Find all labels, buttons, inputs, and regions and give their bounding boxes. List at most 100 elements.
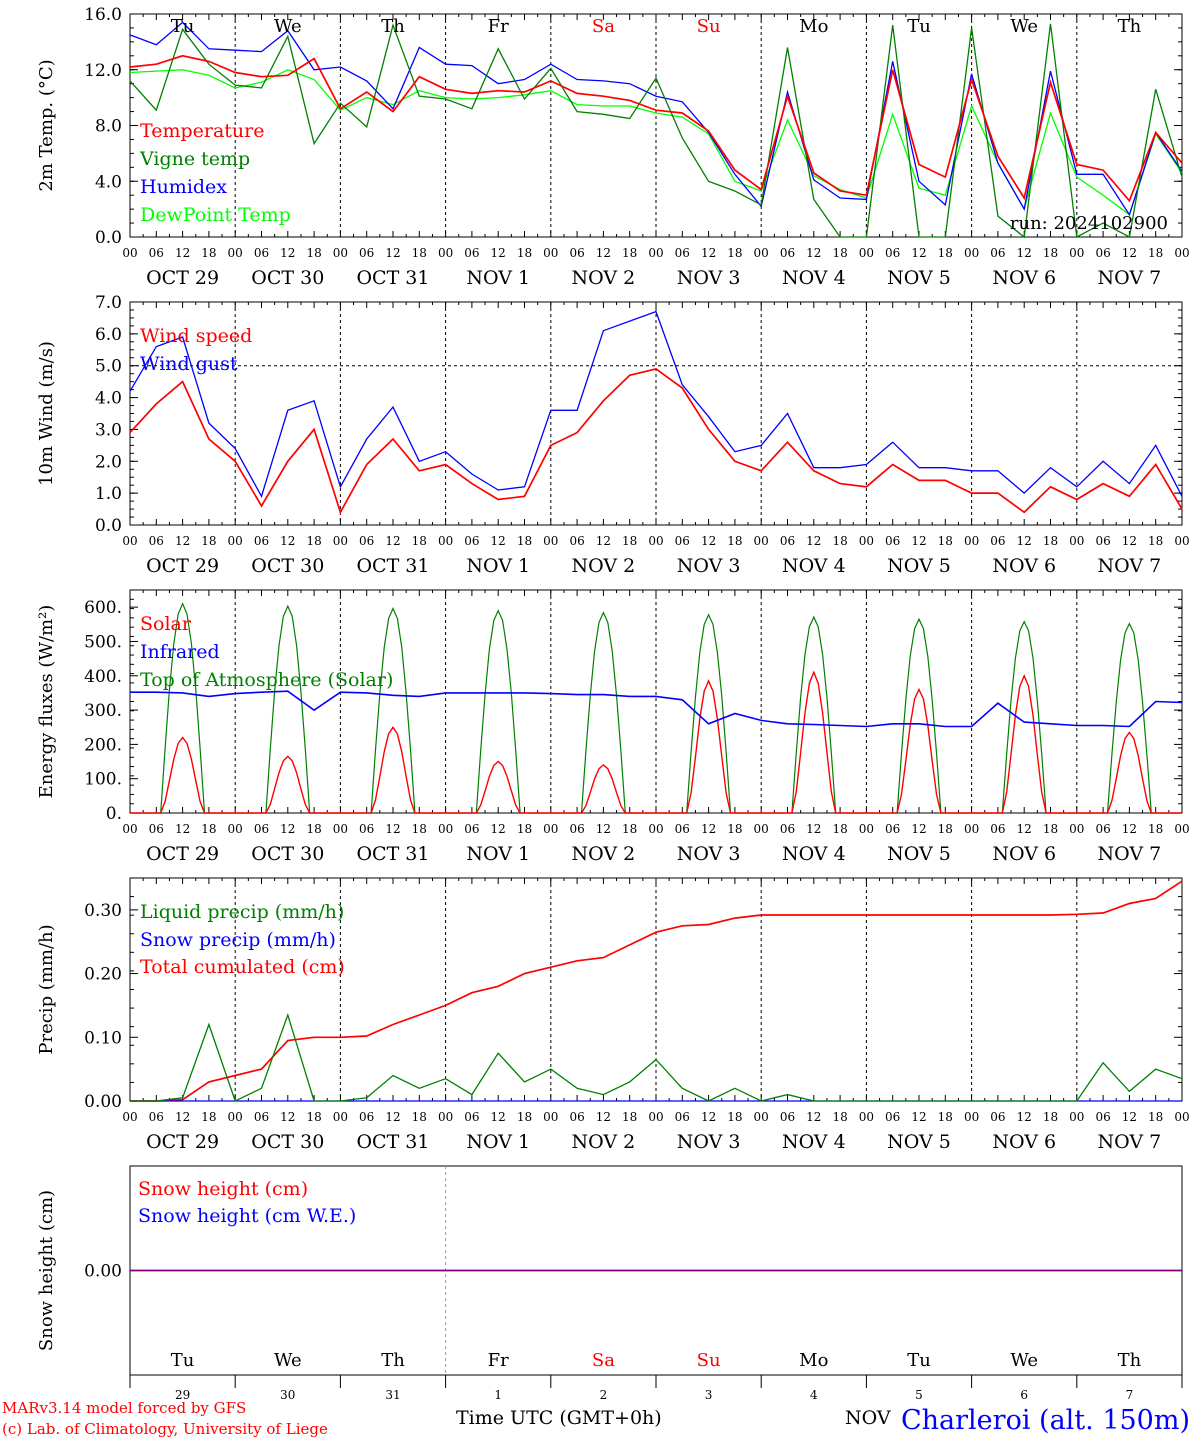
hour-tick-label: 18	[201, 1110, 216, 1124]
hour-tick-label: 00	[543, 1110, 558, 1124]
weekday-label: Th	[381, 1350, 405, 1371]
legend-entry: Temperature	[140, 120, 264, 142]
hour-tick-label: 18	[938, 822, 953, 836]
hour-tick-label: 00	[1069, 534, 1084, 548]
date-label: NOV 6	[992, 1131, 1056, 1153]
date-label: NOV 4	[782, 1131, 846, 1153]
hour-tick-label: 18	[727, 822, 742, 836]
legend-entry: Humidex	[140, 176, 227, 198]
hour-tick-label: 12	[280, 246, 295, 260]
hour-tick-label: 06	[464, 246, 479, 260]
date-label: NOV 6	[992, 267, 1056, 289]
weekday-label: Th	[1118, 16, 1142, 37]
hour-tick-label: 00	[859, 534, 874, 548]
weekday-label: Th	[1118, 1350, 1142, 1371]
weekday-label: Tu	[907, 1350, 931, 1371]
hour-tick-label: 00	[333, 1110, 348, 1124]
day-number-label: 29	[175, 1388, 190, 1402]
date-label: NOV 2	[572, 555, 636, 577]
hour-tick-label: 06	[464, 822, 479, 836]
date-label: NOV 7	[1098, 267, 1162, 289]
date-label: NOV 2	[572, 843, 636, 865]
y-tick-label: 0.20	[84, 965, 122, 985]
y-tick-label: 0.00	[84, 1262, 122, 1282]
hour-tick-label: 18	[517, 822, 532, 836]
y-tick-label: 1.0	[95, 484, 122, 504]
hour-tick-label: 06	[885, 534, 900, 548]
legend-entry: Wind speed	[140, 325, 252, 347]
y-tick-label: 300.	[84, 701, 122, 721]
y-tick-label: 16.0	[84, 5, 122, 25]
hour-tick-label: 12	[385, 534, 400, 548]
y-tick-label: 0.	[106, 804, 122, 824]
hour-tick-label: 00	[438, 822, 453, 836]
hour-tick-label: 18	[1043, 246, 1058, 260]
weekday-label: Su	[697, 1350, 721, 1371]
hour-tick-label: 12	[596, 246, 611, 260]
day-number-label: 30	[280, 1388, 295, 1402]
series-line	[129, 23, 1183, 239]
date-label: OCT 31	[356, 267, 429, 289]
weekday-label: Fr	[488, 1350, 509, 1371]
date-label: OCT 29	[146, 267, 219, 289]
hour-tick-label: 18	[412, 822, 427, 836]
date-label: NOV 4	[782, 267, 846, 289]
legend-entry: Wind gust	[140, 353, 238, 375]
hour-tick-label: 06	[149, 1110, 164, 1124]
date-label: NOV 1	[466, 267, 530, 289]
weekday-label: Tu	[171, 1350, 195, 1371]
hour-tick-label: 06	[359, 822, 374, 836]
series-line	[129, 54, 1183, 203]
day-number-label: 2	[600, 1388, 608, 1402]
hour-tick-label: 06	[254, 1110, 269, 1124]
hour-tick-label: 18	[412, 246, 427, 260]
y-tick-label: 100.	[84, 770, 122, 790]
hour-tick-label: 00	[122, 822, 137, 836]
hour-tick-label: 12	[1017, 534, 1032, 548]
hour-tick-label: 12	[175, 246, 190, 260]
hour-tick-label: 00	[1069, 246, 1084, 260]
panel-precip: 0.00 0.10 0.20 0.30 Precip (mm/h) Liquid prec…	[36, 877, 1190, 1153]
panel-snow: 0.00 Snow height (cm) Snow height (cm) Snow…	[36, 1165, 1183, 1402]
hour-tick-label: 12	[491, 246, 506, 260]
hour-tick-label: 12	[911, 246, 926, 260]
hour-tick-label: 00	[122, 246, 137, 260]
hour-tick-label: 12	[1017, 822, 1032, 836]
date-label: NOV 6	[992, 843, 1056, 865]
hour-tick-label: 06	[885, 822, 900, 836]
hour-tick-label: 00	[122, 1110, 137, 1124]
hour-tick-label: 18	[306, 822, 321, 836]
hour-tick-label: 00	[754, 1110, 769, 1124]
series-line	[129, 310, 1183, 498]
hour-tick-label: 00	[228, 822, 243, 836]
hour-tick-label: 06	[885, 1110, 900, 1124]
legend-entry: Snow precip (mm/h)	[140, 929, 336, 951]
date-label: OCT 30	[251, 267, 324, 289]
weekday-label: Fr	[488, 16, 509, 37]
hour-tick-label: 00	[228, 1110, 243, 1124]
hour-tick-label: 12	[596, 822, 611, 836]
legend-entry: Total cumulated (cm)	[140, 956, 345, 978]
hour-tick-label: 00	[648, 822, 663, 836]
hour-tick-label: 00	[438, 246, 453, 260]
hour-tick-label: 12	[806, 534, 821, 548]
station-title: Charleroi (alt. 150m)	[901, 1405, 1190, 1436]
y-axis-label: Energy fluxes (W/m²)	[36, 605, 57, 799]
hour-tick-label: 00	[543, 534, 558, 548]
hour-tick-label: 06	[780, 534, 795, 548]
hour-tick-label: 00	[648, 1110, 663, 1124]
hour-tick-label: 00	[859, 822, 874, 836]
hour-tick-label: 06	[780, 822, 795, 836]
hour-tick-label: 18	[622, 534, 637, 548]
model-credit: MARv3.14 model forced by GFS	[2, 1399, 246, 1417]
hour-tick-label: 18	[622, 246, 637, 260]
hour-tick-label: 12	[701, 1110, 716, 1124]
hour-tick-label: 12	[385, 1110, 400, 1124]
date-label: NOV 2	[572, 1131, 636, 1153]
hour-tick-label: 00	[1069, 822, 1084, 836]
hour-tick-label: 12	[701, 534, 716, 548]
hour-tick-label: 00	[754, 534, 769, 548]
y-tick-label: 12.0	[84, 61, 122, 81]
hour-tick-label: 18	[1043, 822, 1058, 836]
legend-entry: Snow height (cm W.E.)	[138, 1205, 356, 1227]
